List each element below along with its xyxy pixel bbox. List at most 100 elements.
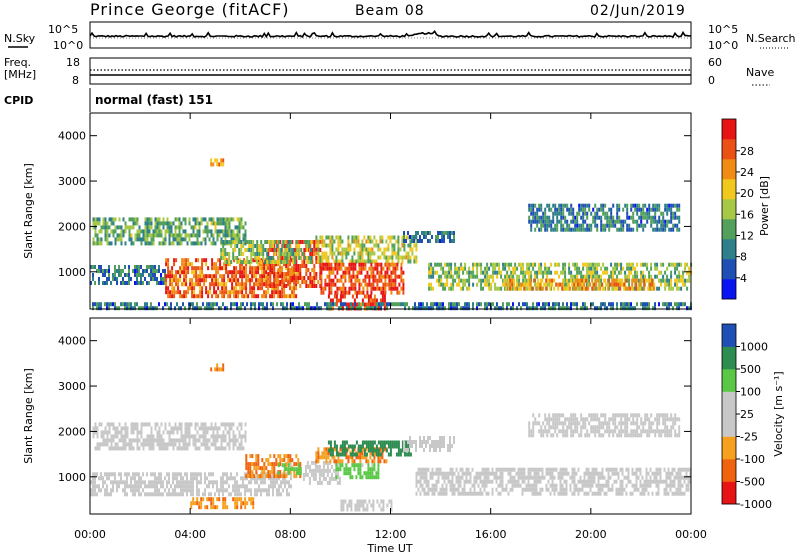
data-cell xyxy=(415,259,418,264)
data-cell xyxy=(613,278,616,283)
data-cell xyxy=(343,247,346,252)
data-cell xyxy=(204,241,207,246)
data-cell xyxy=(639,282,642,287)
data-cell xyxy=(542,306,544,311)
data-cell xyxy=(321,239,324,244)
data-cell xyxy=(132,488,134,493)
data-cell xyxy=(214,446,217,451)
data-cell xyxy=(130,422,133,427)
data-cell xyxy=(223,274,226,279)
data-cell xyxy=(368,266,371,271)
colorbar-swatch xyxy=(722,219,736,240)
data-cell xyxy=(562,223,565,228)
data-cell xyxy=(220,217,223,222)
data-cell xyxy=(454,266,457,271)
data-cell xyxy=(446,262,449,267)
data-cell xyxy=(244,472,246,477)
data-cell xyxy=(232,237,235,242)
data-cell xyxy=(494,306,496,311)
data-cell xyxy=(305,268,308,272)
data-cell xyxy=(554,227,557,232)
data-cell xyxy=(104,488,106,493)
data-cell xyxy=(431,235,433,239)
data-cell xyxy=(108,438,111,443)
data-cell xyxy=(223,286,226,291)
data-cell xyxy=(317,447,320,452)
data-cell xyxy=(359,247,362,252)
data-cell xyxy=(247,274,250,279)
data-cell xyxy=(216,430,219,435)
data-cell xyxy=(98,221,101,226)
data-cell xyxy=(344,274,347,279)
data-cell xyxy=(352,266,355,271)
data-cell xyxy=(261,282,264,287)
data-cell xyxy=(550,219,553,224)
data-cell xyxy=(328,302,330,307)
data-cell xyxy=(234,244,237,248)
data-cell xyxy=(342,503,345,508)
data-cell xyxy=(626,203,629,208)
data-cell xyxy=(450,282,453,287)
data-cell xyxy=(676,282,679,287)
data-cell xyxy=(666,203,669,208)
data-cell xyxy=(483,483,486,488)
data-cell xyxy=(377,247,380,252)
data-cell xyxy=(402,286,405,291)
data-cell xyxy=(224,217,227,222)
data-cell xyxy=(203,274,206,279)
data-cell xyxy=(654,207,657,212)
data-cell xyxy=(371,440,374,445)
data-cell xyxy=(485,475,488,480)
data-cell xyxy=(386,282,389,287)
data-cell xyxy=(350,274,353,279)
data-cell xyxy=(195,274,198,279)
data-cell xyxy=(340,274,343,279)
data-cell xyxy=(94,480,96,485)
data-cell xyxy=(272,240,275,244)
data-cell xyxy=(124,484,126,489)
data-cell xyxy=(354,286,357,291)
data-cell xyxy=(205,286,208,291)
data-cell xyxy=(558,262,561,267)
data-cell xyxy=(436,278,439,283)
data-cell xyxy=(347,247,350,252)
data-cell xyxy=(205,274,208,279)
data-cell xyxy=(235,282,238,287)
data-cell xyxy=(108,446,111,451)
data-cell xyxy=(214,225,217,230)
data-cell xyxy=(128,302,130,307)
data-cell xyxy=(519,483,522,488)
data-cell xyxy=(472,306,474,311)
data-cell xyxy=(534,215,537,220)
data-cell xyxy=(329,243,332,248)
data-cell xyxy=(552,302,554,307)
data-cell xyxy=(240,248,243,252)
data-cell xyxy=(456,266,459,271)
data-cell xyxy=(245,274,248,279)
data-cell xyxy=(275,240,278,244)
data-cell xyxy=(551,278,554,283)
data-cell xyxy=(254,476,256,481)
data-cell xyxy=(106,233,109,238)
data-cell xyxy=(249,474,252,479)
data-cell xyxy=(624,203,627,208)
data-cell xyxy=(462,286,465,291)
data-cell xyxy=(391,259,394,264)
data-cell xyxy=(564,262,567,267)
data-cell xyxy=(290,302,292,307)
data-cell xyxy=(222,217,225,222)
data-cell xyxy=(586,203,589,208)
data-cell xyxy=(236,217,239,222)
data-cell xyxy=(540,266,543,271)
data-cell xyxy=(289,463,292,468)
data-cell xyxy=(238,240,241,244)
data-cell xyxy=(176,217,179,222)
data-cell xyxy=(541,278,544,283)
data-cell xyxy=(530,223,533,228)
data-cell xyxy=(295,282,298,287)
data-cell xyxy=(524,274,527,279)
data-cell xyxy=(233,278,236,283)
data-cell xyxy=(473,483,476,488)
data-cell xyxy=(610,262,613,267)
